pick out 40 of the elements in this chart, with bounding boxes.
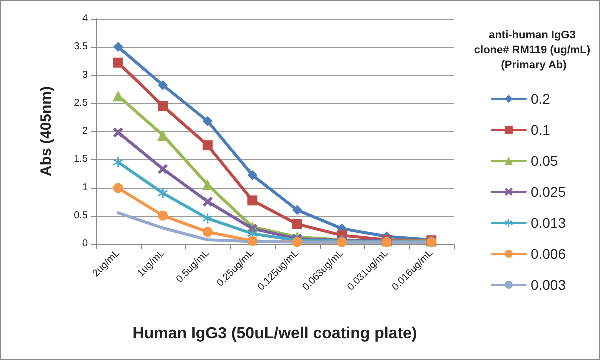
y-tick-label: 2 [82,126,88,137]
point [112,90,124,102]
legend-label: 0.003 [530,277,566,293]
legend-title: anti-human IgG3 clone# RM119 (ug/mL) (Primary Ab) [474,30,594,72]
y-tick-label: 1.5 [74,154,88,166]
legend-label: 0.2 [530,91,551,107]
y-tick-label: 0.5 [74,210,88,222]
point [292,219,302,230]
y-tick-label: 3.5 [74,42,88,53]
point [113,58,124,68]
point [158,101,168,112]
y-tick-label: 2.5 [74,98,88,109]
y-tick-label: 3 [82,70,88,81]
legend-label: 0.006 [530,246,566,262]
point [158,80,168,90]
point [202,140,213,151]
point [248,170,258,180]
y-tick-label: 1 [82,182,88,194]
point [158,188,168,198]
y-axis-title: Abs (405nm) [38,86,55,177]
legend-label: 0.013 [530,215,566,231]
point [113,128,124,138]
legend-label: 0.1 [530,122,551,138]
legend-label: 0.025 [530,184,566,200]
point [158,210,168,221]
point [248,196,258,206]
y-tick-label: 4 [82,14,88,24]
point [202,116,213,126]
point [292,205,302,216]
legend-label: 0.05 [530,153,558,169]
point [158,164,168,174]
y-tick-label: 0 [82,238,88,250]
point [202,196,213,207]
point [113,157,124,168]
point [113,42,124,52]
x-axis-title: Human IgG3 (50uL/well coating plate) [132,326,418,342]
point [202,227,213,238]
point [113,183,124,194]
point [202,214,213,224]
point [248,236,258,246]
